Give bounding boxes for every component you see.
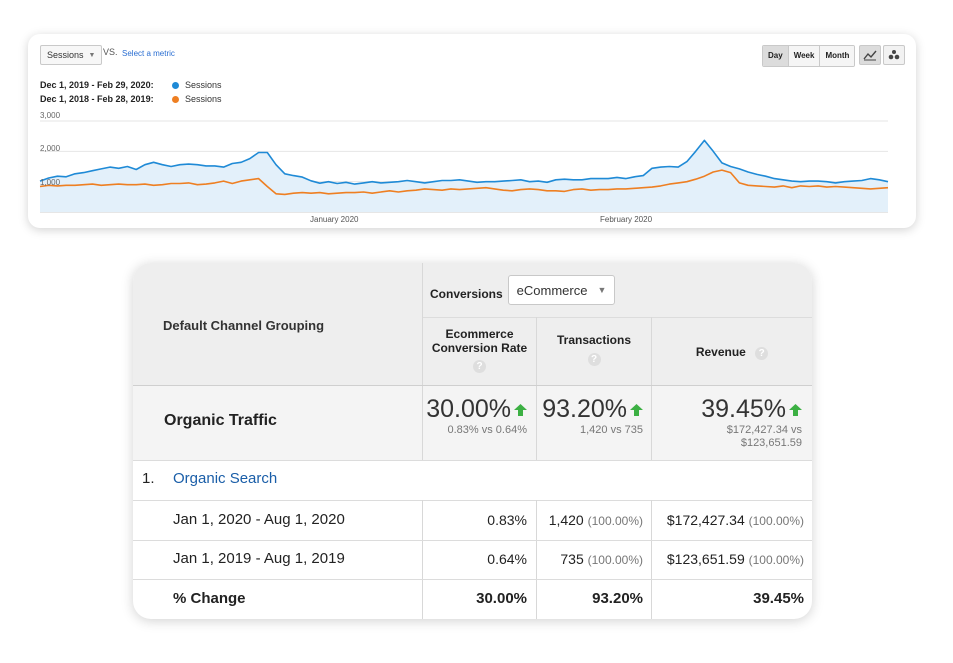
dimension-header[interactable]: Default Channel Grouping (163, 318, 325, 333)
divider (133, 500, 812, 501)
summary-label: Organic Traffic (164, 412, 277, 429)
row-conversion-rate: 0.83% (487, 512, 527, 528)
divider (536, 500, 537, 619)
row-revenue: $172,427.34 (100.00%) (652, 512, 804, 528)
help-icon[interactable]: ? (755, 347, 769, 360)
summary-row (133, 386, 812, 460)
chart-view-toggle (859, 45, 905, 65)
row-label: Jan 1, 2019 - Aug 1, 2019 (173, 550, 345, 567)
cell-percent: (100.00%) (587, 514, 643, 528)
conversions-label: Conversions (430, 287, 503, 301)
legend-series: Sessions (185, 80, 222, 90)
summary-sub-value: $172,427.34 vs (726, 424, 802, 436)
y-tick-label: 3,000 (40, 111, 61, 120)
cell-value: $172,427.34 (666, 512, 745, 528)
column-header-label: Transactions (556, 333, 632, 347)
cell-value: $123,651.59 (666, 551, 745, 567)
series-line-previous (39, 169, 889, 196)
up-arrow-icon (630, 404, 643, 417)
summary-transactions: 93.20% 1,420 vs 735 (537, 395, 643, 437)
help-icon[interactable]: ? (587, 353, 601, 366)
cell-value: 1,420 (548, 512, 584, 528)
y-tick-label: 1,000 (40, 178, 61, 187)
metric-select-value: Sessions (47, 50, 84, 60)
group-index: 1. (142, 470, 155, 487)
column-header-conversion-rate[interactable]: Ecommerce Conversion Rate ? (423, 327, 536, 373)
legend-current-period: Dec 1, 2019 - Feb 29, 2020: Sessions (40, 80, 222, 90)
sessions-line-chart (39, 120, 889, 213)
summary-conversion-rate: 30.00% 0.83% vs 0.64% (423, 395, 527, 437)
vs-label: VS. (103, 47, 118, 57)
y-tick-label: 2,000 (40, 144, 61, 153)
select-metric-link[interactable]: Select a metric (122, 49, 175, 58)
change-transactions: 93.20% (592, 590, 643, 607)
cell-percent: (100.00%) (748, 553, 804, 567)
column-header-transactions[interactable]: Transactions ? (537, 333, 651, 366)
conversion-table-card: Default Channel Grouping Conversions eCo… (133, 263, 812, 619)
interval-week-button[interactable]: Week (788, 46, 821, 66)
divider (536, 386, 537, 460)
summary-revenue: 39.45% $172,427.34 vs $123,651.59 (652, 395, 802, 450)
table-header (133, 263, 812, 385)
divider (133, 540, 812, 541)
summary-main-value: 93.20% (542, 395, 627, 423)
summary-sub-value: 0.83% vs 0.64% (447, 424, 528, 436)
up-arrow-icon (514, 404, 527, 417)
line-chart-icon (863, 50, 877, 61)
caret-down-icon: ▼ (88, 51, 96, 59)
row-transactions: 1,420 (100.00%) (537, 512, 643, 528)
legend-dot-orange (172, 95, 179, 103)
divider (133, 579, 812, 580)
summary-sub-value: 1,420 vs 735 (580, 424, 643, 436)
row-label: Jan 1, 2020 - Aug 1, 2020 (173, 511, 345, 528)
cell-percent: (100.00%) (587, 553, 643, 567)
series-line-current (39, 139, 889, 185)
divider (422, 317, 812, 318)
divider (422, 263, 423, 460)
column-header-label: Ecommerce Conversion Rate (431, 327, 528, 355)
interval-day-button[interactable]: Day (763, 46, 789, 66)
divider (422, 386, 423, 460)
legend-series: Sessions (185, 94, 222, 104)
interval-month-button[interactable]: Month (820, 46, 855, 66)
cell-percent: (100.00%) (748, 514, 804, 528)
divider (133, 460, 812, 461)
series-area (40, 140, 888, 212)
motion-chart-button[interactable] (883, 45, 905, 65)
change-label: % Change (173, 590, 246, 607)
line-chart-button[interactable] (859, 45, 881, 65)
column-header-revenue[interactable]: Revenue ? (652, 345, 812, 360)
caret-down-icon: ▼ (597, 285, 607, 295)
interval-toggle: Day Week Month (762, 45, 856, 67)
row-transactions: 735 (100.00%) (537, 551, 643, 567)
summary-main-value: 30.00% (426, 395, 511, 423)
column-header-label: Revenue (695, 345, 746, 359)
row-conversion-rate: 0.64% (487, 551, 527, 567)
x-tick-label: February 2020 (600, 215, 653, 224)
summary-main-value: 39.45% (701, 395, 786, 423)
organic-search-link[interactable]: Organic Search (173, 470, 278, 487)
sessions-chart-card: Sessions ▼ VS. Select a metric Day Week … (28, 34, 916, 228)
divider (133, 385, 812, 386)
legend-range: Dec 1, 2019 - Feb 29, 2020: (40, 80, 154, 90)
legend-dot-blue (172, 81, 179, 89)
cell-value: 735 (560, 551, 584, 567)
row-revenue: $123,651.59 (100.00%) (652, 551, 804, 567)
metric-select[interactable]: Sessions ▼ (40, 45, 103, 65)
help-icon[interactable]: ? (473, 360, 486, 373)
x-tick-label: January 2020 (310, 215, 359, 224)
up-arrow-icon (789, 404, 802, 417)
change-revenue: 39.45% (753, 590, 804, 607)
divider (651, 500, 652, 619)
change-conversion-rate: 30.00% (476, 590, 527, 607)
summary-sub-value: $123,651.59 (740, 437, 802, 449)
conversions-type-value: eCommerce (516, 282, 588, 298)
conversions-type-select[interactable]: eCommerce ▼ (508, 275, 615, 305)
legend-previous-period: Dec 1, 2018 - Feb 28, 2019: Sessions (40, 94, 222, 104)
motion-chart-icon (888, 50, 900, 60)
legend-range: Dec 1, 2018 - Feb 28, 2019: (40, 94, 154, 104)
divider (651, 386, 652, 460)
divider (422, 500, 423, 619)
